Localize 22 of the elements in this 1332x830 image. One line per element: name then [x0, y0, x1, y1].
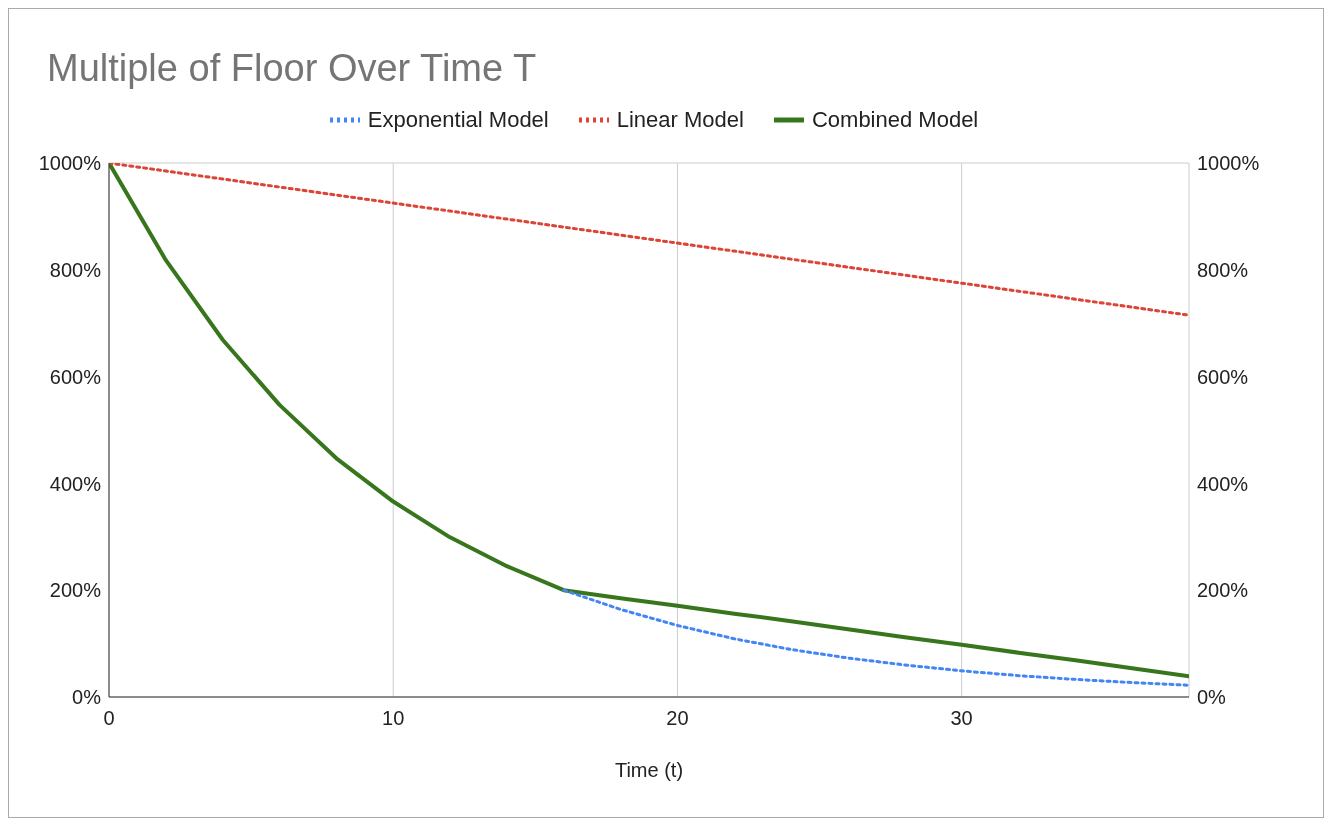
legend-label: Linear Model: [615, 107, 744, 133]
line-series: [562, 588, 1189, 687]
y-tick-label: 200%: [49, 579, 102, 602]
y2-tick-label: 400%: [1197, 472, 1249, 495]
y-tick-label: 400%: [49, 472, 102, 495]
y2-tick-label: 200%: [1197, 579, 1249, 602]
x-tick-label: 10: [382, 707, 405, 730]
x-tick-label: 0: [103, 707, 115, 730]
y-tick-label: 600%: [49, 365, 102, 388]
y-tick-label: 800%: [49, 258, 102, 281]
y-tick-label: 0%: [72, 686, 102, 709]
y2-tick-label: 1000%: [1197, 152, 1260, 175]
x-tick-label: 30: [950, 707, 973, 730]
chart-title: Multiple of Floor Over Time T: [46, 46, 538, 91]
y2-tick-label: 800%: [1197, 258, 1249, 281]
y2-tick-label: 600%: [1197, 365, 1249, 388]
x-axis-title: Time (t): [614, 759, 684, 781]
y2-tick-label: 0%: [1197, 686, 1227, 709]
y-tick-label: 1000%: [38, 152, 102, 175]
x-tick-label: 20: [666, 707, 689, 730]
legend-label: Combined Model: [810, 107, 979, 133]
legend-label: Exponential Model: [366, 107, 549, 133]
